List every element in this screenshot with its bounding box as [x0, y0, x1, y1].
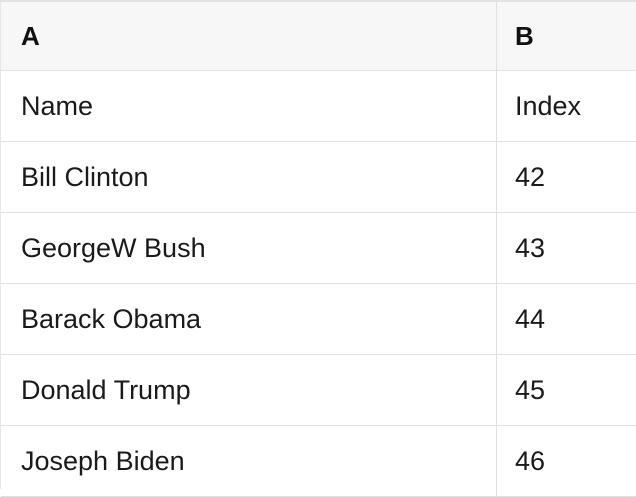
cell-a2[interactable]: Bill Clinton	[1, 142, 497, 212]
table-row: Name Index	[1, 71, 636, 142]
cell-a3[interactable]: GeorgeW Bush	[1, 213, 497, 283]
cell-b1[interactable]: Index	[515, 90, 582, 121]
cell-b4[interactable]: 44	[515, 303, 546, 334]
cell-b5[interactable]: 45	[515, 374, 546, 405]
column-header-b[interactable]: B	[515, 21, 534, 51]
column-header-a[interactable]: A	[1, 2, 497, 70]
cell-a1[interactable]: Name	[1, 71, 497, 141]
cell-b3[interactable]: 43	[515, 232, 546, 263]
cell-a6[interactable]: Joseph Biden	[1, 426, 497, 496]
table-row: Donald Trump 45	[1, 355, 636, 426]
cell-b6[interactable]: 46	[515, 445, 546, 476]
table-row: GeorgeW Bush 43	[1, 213, 636, 284]
column-header-row: A B	[1, 2, 636, 71]
table-row: Joseph Biden 46	[1, 426, 636, 497]
table-row: Bill Clinton 42	[1, 142, 636, 213]
table-row: Barack Obama 44	[1, 284, 636, 355]
cell-a4[interactable]: Barack Obama	[1, 284, 497, 354]
cell-b2[interactable]: 42	[515, 161, 546, 192]
cell-a5[interactable]: Donald Trump	[1, 355, 497, 425]
